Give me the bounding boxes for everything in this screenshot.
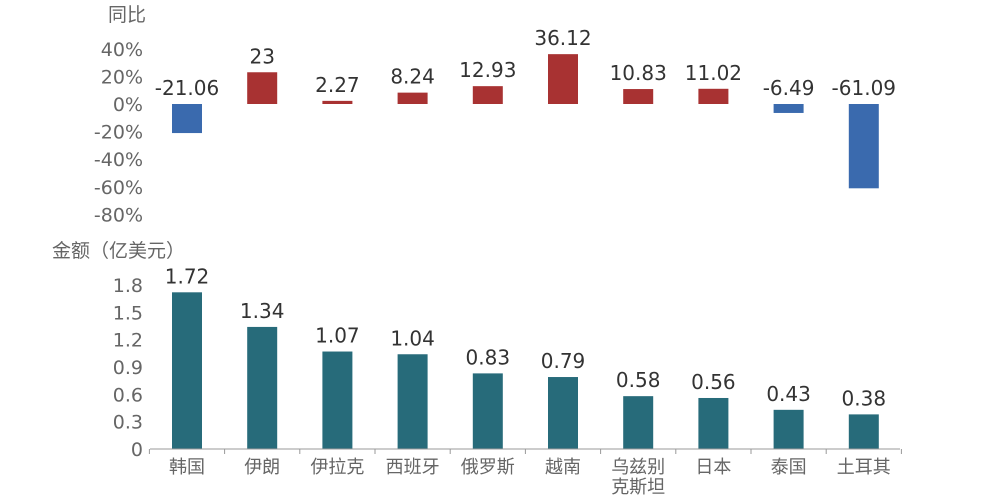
bottom-ylabel: 金额（亿美元） — [52, 240, 185, 262]
bottom-bar — [548, 377, 578, 449]
top-bar — [397, 92, 428, 104]
bottom-data-label: 0.56 — [691, 370, 736, 394]
top-ytick-label: -20% — [94, 122, 143, 144]
bottom-bar — [322, 351, 353, 449]
bottom-data-label: 0.79 — [541, 349, 586, 373]
top-ytick-label: 0% — [113, 94, 143, 116]
top-data-label: -6.49 — [763, 76, 815, 100]
top-ytick-label: -80% — [94, 204, 143, 226]
category-label: 西班牙 — [386, 457, 440, 478]
top-data-label: -21.06 — [155, 76, 219, 100]
category-label: 俄罗斯 — [461, 457, 515, 478]
bottom-bar — [698, 397, 729, 449]
category-label: 韩国 — [169, 457, 205, 478]
bottom-data-label: 1.04 — [390, 326, 435, 350]
top-bar — [172, 104, 202, 134]
bottom-bar — [472, 373, 503, 449]
bottom-bar — [773, 409, 804, 449]
top-data-label: 10.83 — [610, 61, 667, 85]
top-bar — [773, 104, 804, 113]
bottom-ytick-label: 0.9 — [113, 357, 143, 379]
top-ytick-label: -40% — [94, 149, 143, 171]
top-data-label: 8.24 — [390, 65, 435, 89]
bottom-ytick-label: 1.2 — [113, 330, 143, 352]
top-data-label: 2.27 — [315, 73, 360, 97]
top-data-label: -61.09 — [832, 76, 896, 100]
category-label: 泰国 — [771, 457, 807, 478]
bottom-data-label: 1.72 — [165, 264, 210, 288]
bottom-bar — [848, 414, 879, 449]
bottom-ytick-label: 1.8 — [113, 275, 143, 297]
category-label: 越南 — [545, 457, 581, 478]
bottom-data-label: 0.83 — [466, 345, 511, 369]
bottom-data-label: 0.43 — [766, 382, 811, 406]
bottom-bar — [397, 354, 428, 449]
top-bar — [623, 89, 654, 104]
category-label: 克斯坦 — [611, 477, 665, 498]
bottom-data-label: 1.34 — [240, 299, 285, 323]
bottom-bar — [247, 326, 278, 449]
category-label: 乌兹别 — [611, 457, 665, 478]
top-bar — [848, 104, 879, 189]
top-ytick-label: 20% — [101, 66, 143, 88]
bottom-ytick-label: 1.5 — [113, 302, 143, 324]
bottom-data-label: 0.58 — [616, 368, 661, 392]
bottom-bar — [172, 292, 202, 449]
category-label: 伊拉克 — [310, 457, 364, 478]
top-bar — [247, 72, 278, 104]
top-bar — [472, 86, 503, 104]
top-data-label: 12.93 — [459, 58, 516, 82]
top-bar — [548, 54, 578, 104]
top-data-label: 11.02 — [685, 61, 742, 85]
bottom-bar — [623, 396, 654, 449]
bottom-ytick-label: 0.6 — [113, 384, 143, 406]
bottom-ytick-label: 0 — [131, 439, 143, 461]
top-data-label: 23 — [249, 44, 274, 68]
top-ytick-label: 40% — [101, 39, 143, 61]
category-label: 伊朗 — [244, 457, 280, 478]
bottom-data-label: 1.07 — [315, 324, 360, 348]
top-ytick-label: -60% — [94, 177, 143, 199]
top-bar — [322, 100, 353, 104]
top-ylabel: 同比 — [108, 4, 146, 26]
category-label: 土耳其 — [837, 457, 891, 478]
top-bar — [698, 88, 729, 104]
category-label: 日本 — [695, 457, 731, 478]
top-data-label: 36.12 — [534, 26, 591, 50]
bottom-ytick-label: 0.3 — [113, 412, 143, 434]
bottom-data-label: 0.38 — [842, 386, 887, 410]
